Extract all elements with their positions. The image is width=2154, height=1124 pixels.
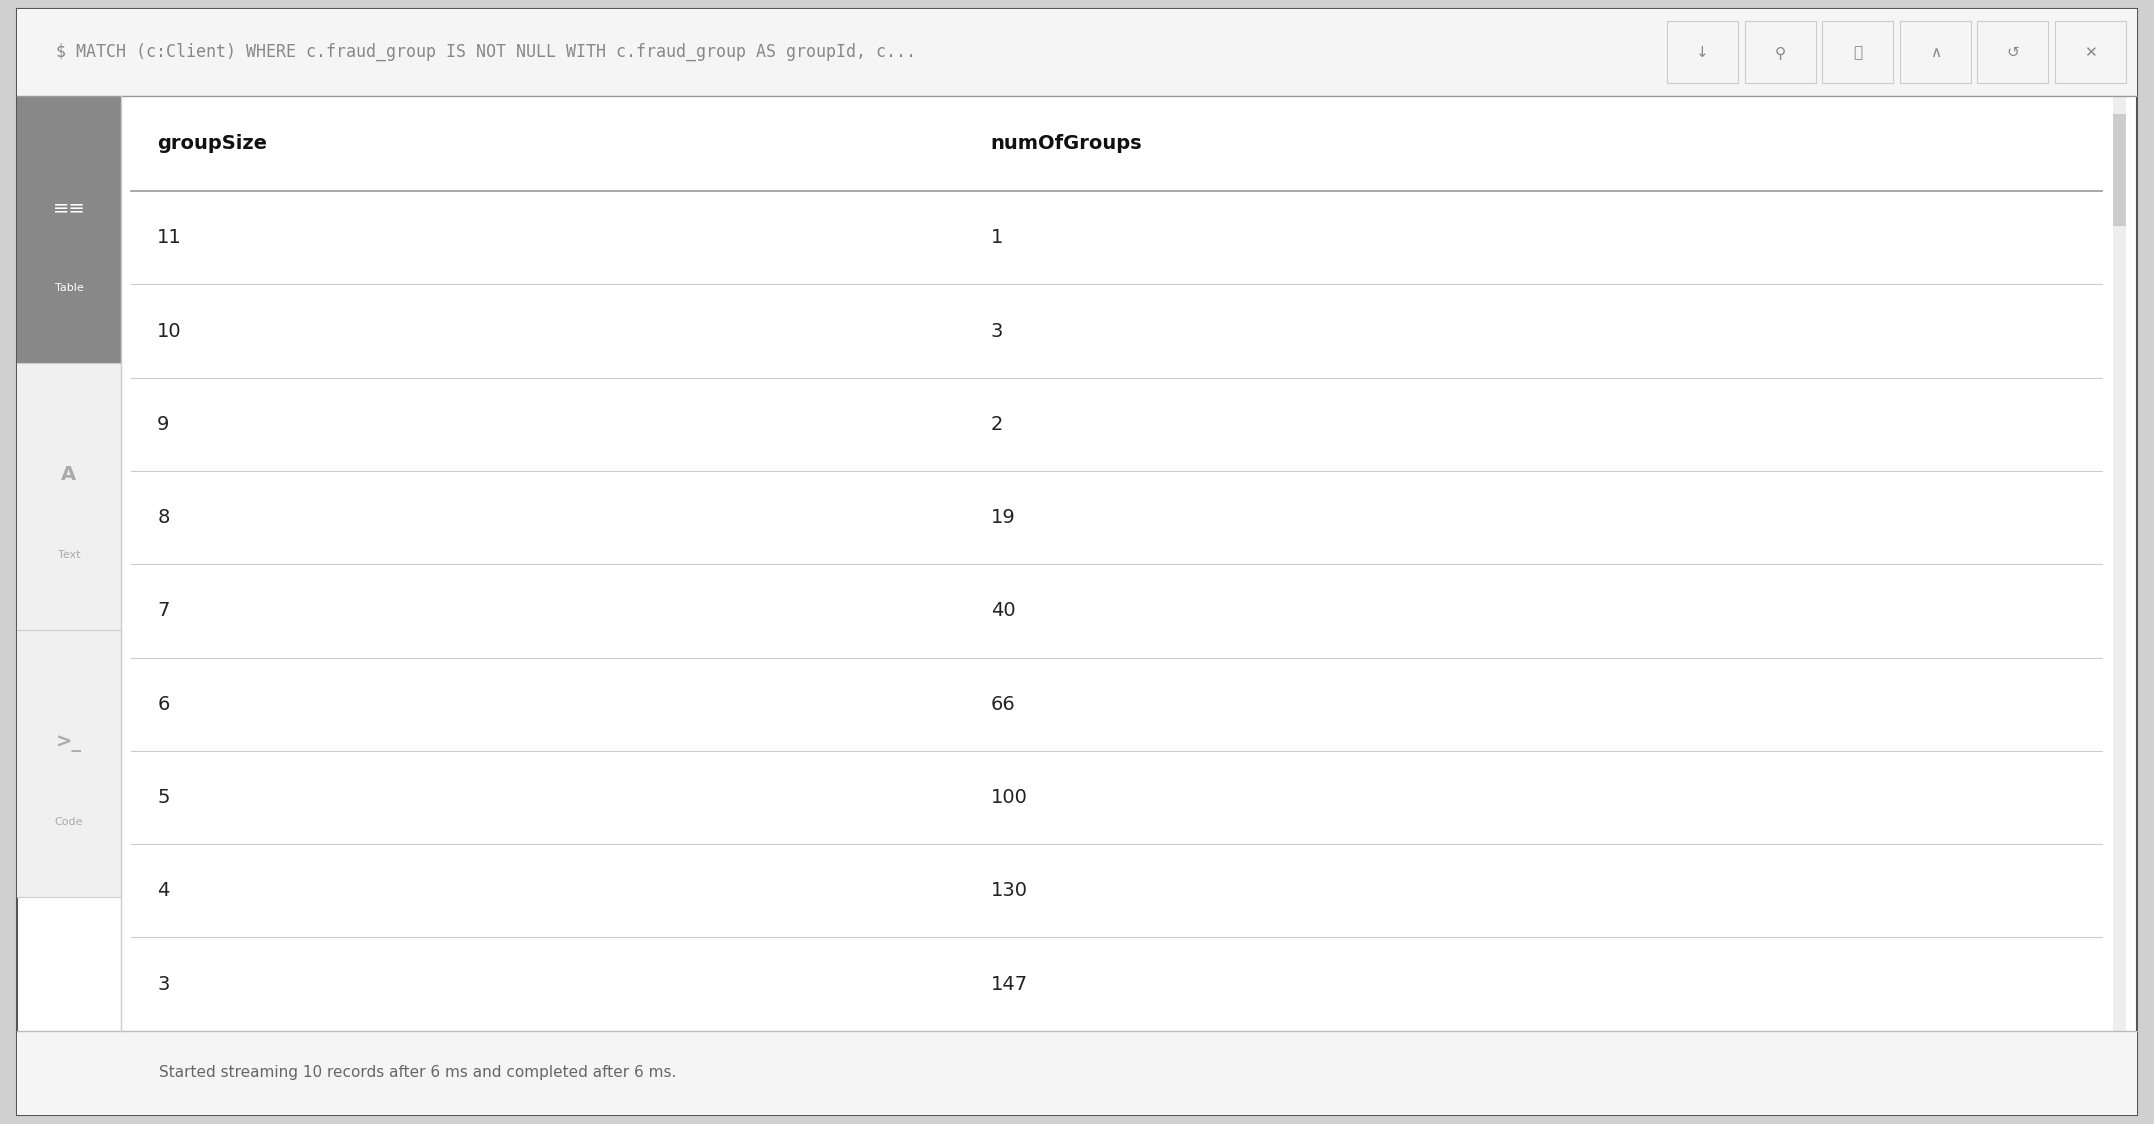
Text: ∧: ∧ <box>1930 45 1941 60</box>
Text: ↺: ↺ <box>2008 45 2018 60</box>
Text: 3: 3 <box>991 321 1004 341</box>
Text: >_: >_ <box>56 733 82 752</box>
Text: Text: Text <box>58 550 80 560</box>
Bar <box>1977 21 2048 83</box>
Text: 2: 2 <box>991 415 1004 434</box>
Text: 66: 66 <box>991 695 1015 714</box>
Text: 8: 8 <box>157 508 170 527</box>
Text: 1: 1 <box>991 228 1004 247</box>
Text: 147: 147 <box>991 975 1027 994</box>
Bar <box>2113 115 2126 226</box>
Text: ⚲: ⚲ <box>1775 45 1786 60</box>
Text: Started streaming 10 records after 6 ms and completed after 6 ms.: Started streaming 10 records after 6 ms … <box>159 1066 676 1080</box>
Bar <box>2055 21 2126 83</box>
Text: ≡≡: ≡≡ <box>52 198 86 217</box>
Text: 19: 19 <box>991 508 1015 527</box>
Text: 130: 130 <box>991 881 1027 900</box>
Text: $ MATCH (c:Client) WHERE c.fraud_group IS NOT NULL WITH c.fraud_group AS groupId: $ MATCH (c:Client) WHERE c.fraud_group I… <box>56 43 915 62</box>
Bar <box>17 629 121 897</box>
Text: 100: 100 <box>991 788 1027 807</box>
Bar <box>1900 21 1971 83</box>
Text: ⤢: ⤢ <box>1852 45 1863 60</box>
Bar <box>1745 21 1816 83</box>
Bar <box>17 363 121 629</box>
Text: A: A <box>60 465 78 484</box>
Text: groupSize: groupSize <box>157 134 267 153</box>
Bar <box>1667 21 1738 83</box>
Text: 4: 4 <box>157 881 170 900</box>
Bar <box>17 1031 2137 1115</box>
Text: 5: 5 <box>157 788 170 807</box>
Text: 11: 11 <box>157 228 181 247</box>
Bar <box>17 9 2137 96</box>
Bar <box>1822 21 1893 83</box>
Bar <box>17 96 121 363</box>
Text: Table: Table <box>54 283 84 293</box>
Text: 40: 40 <box>991 601 1015 620</box>
Text: ↓: ↓ <box>1697 45 1708 60</box>
Text: 9: 9 <box>157 415 170 434</box>
Text: 3: 3 <box>157 975 170 994</box>
Text: Code: Code <box>54 817 84 827</box>
Text: numOfGroups: numOfGroups <box>991 134 1142 153</box>
Text: ✕: ✕ <box>2085 45 2096 60</box>
Bar <box>2113 96 2126 1031</box>
Text: 10: 10 <box>157 321 181 341</box>
Text: 6: 6 <box>157 695 170 714</box>
Text: 7: 7 <box>157 601 170 620</box>
